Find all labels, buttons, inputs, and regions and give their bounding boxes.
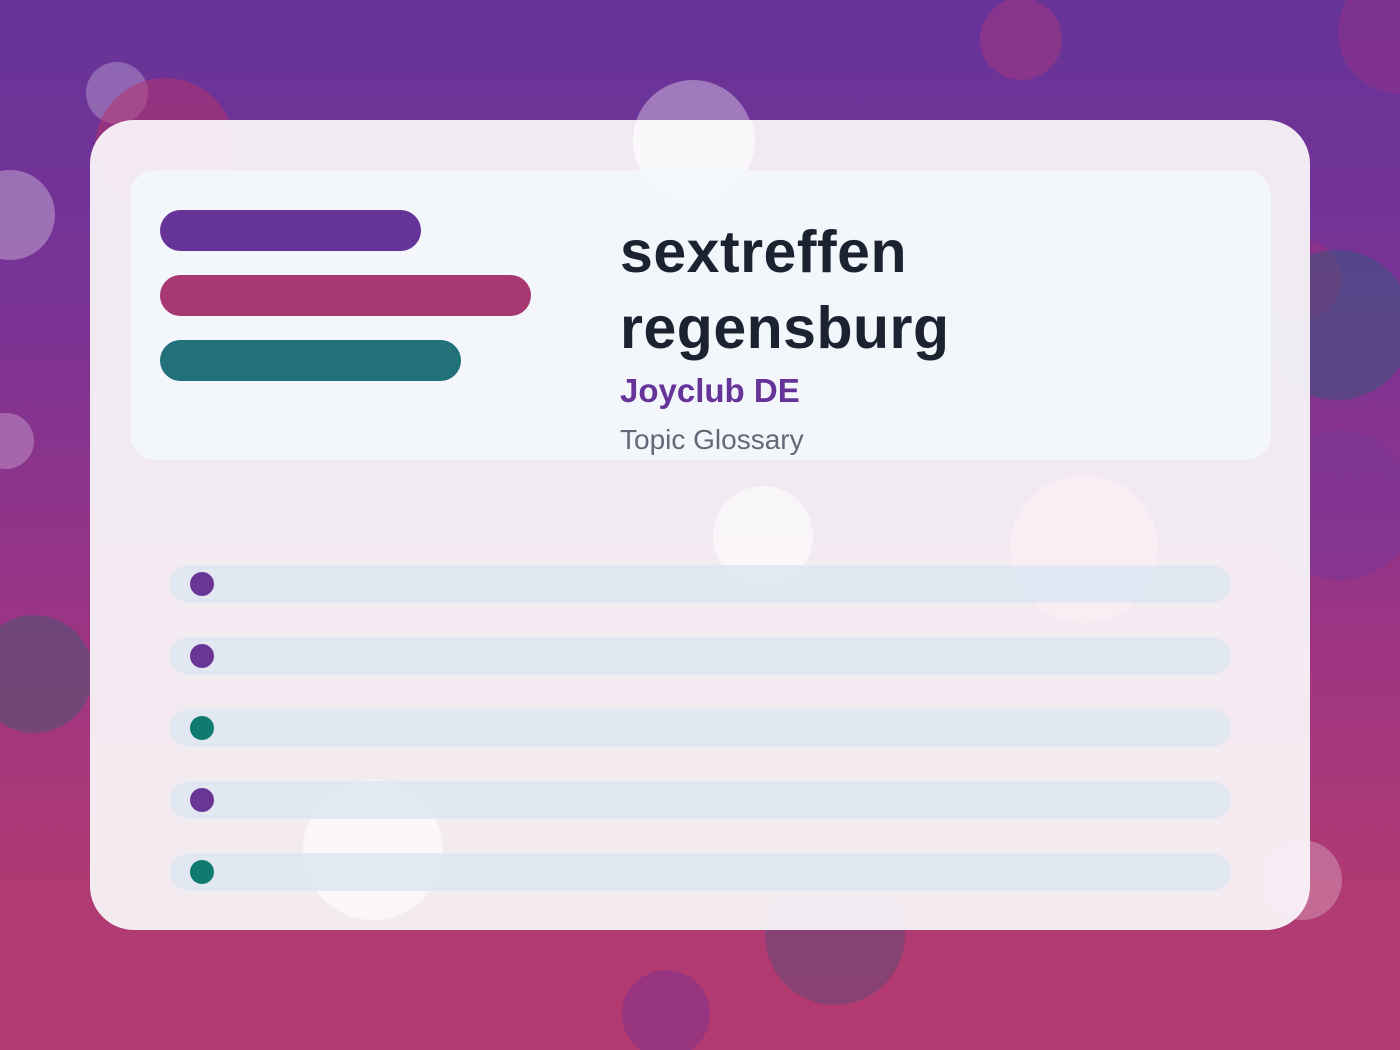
background-bubble	[0, 615, 93, 733]
list-row	[170, 709, 1231, 747]
list-row	[170, 565, 1231, 603]
background-bubble	[622, 970, 710, 1050]
page-subtitle: Topic Glossary	[620, 424, 804, 455]
bullet-dot-teal	[190, 716, 214, 740]
list-row	[170, 781, 1231, 819]
decorative-bar-magenta	[160, 275, 531, 316]
list-row	[170, 637, 1231, 675]
bullet-dot-purple	[190, 644, 214, 668]
background-bubble	[980, 0, 1062, 80]
decorative-bar-teal	[160, 340, 461, 381]
background-bubble	[0, 413, 34, 469]
glossary-card: sextreffen regensburg Joyclub DE Topic G…	[90, 120, 1310, 930]
decorative-bar-purple	[160, 210, 421, 251]
header-panel: sextreffen regensburg Joyclub DE Topic G…	[130, 170, 1271, 460]
bullet-dot-teal	[190, 860, 214, 884]
page-title-line-1: sextreffen	[620, 219, 908, 285]
page-title: sextreffen regensburg	[620, 214, 1220, 366]
bullet-dot-purple	[190, 572, 214, 596]
list-row	[170, 853, 1231, 891]
background-bubble	[0, 170, 55, 260]
background-bubble	[1338, 0, 1400, 94]
brand-name: Joyclub DE	[620, 372, 800, 409]
page-title-line-2: regensburg	[620, 295, 950, 361]
bullet-dot-purple	[190, 788, 214, 812]
